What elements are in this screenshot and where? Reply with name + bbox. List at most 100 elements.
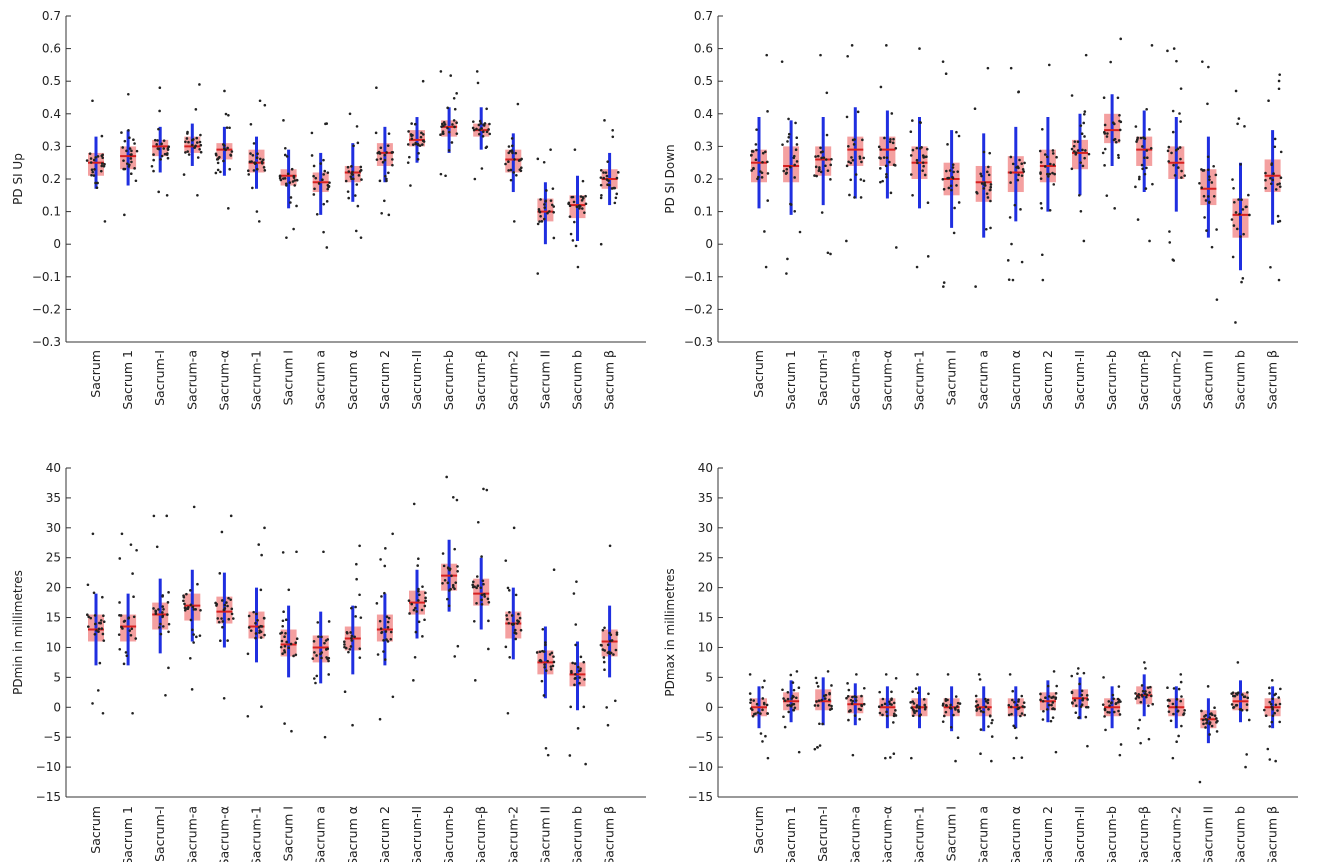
data-point	[845, 696, 848, 700]
box-group: Sacrum-II	[1070, 667, 1090, 862]
data-point	[471, 583, 474, 587]
data-point	[1202, 194, 1206, 198]
data-point	[227, 596, 230, 600]
data-point	[1074, 153, 1078, 156]
data-point	[989, 199, 992, 203]
data-point	[1054, 692, 1058, 695]
data-point	[189, 589, 192, 592]
data-point	[1077, 667, 1080, 670]
data-point	[247, 169, 250, 173]
data-point	[1268, 725, 1272, 728]
data-point	[1051, 701, 1055, 704]
data-point	[1017, 700, 1020, 703]
data-point	[1274, 759, 1277, 763]
data-point	[1112, 697, 1115, 701]
data-point	[422, 140, 426, 143]
data-point	[846, 54, 849, 58]
data-point	[1113, 207, 1116, 210]
y-tick-label: 0.7	[694, 9, 713, 23]
data-point	[862, 702, 866, 706]
data-point	[87, 615, 90, 619]
data-point	[814, 165, 818, 169]
data-point	[325, 656, 328, 659]
data-point	[410, 602, 413, 606]
data-point	[1151, 182, 1154, 186]
data-point	[187, 140, 190, 144]
data-point	[609, 633, 613, 637]
data-point	[1138, 718, 1142, 722]
data-point	[612, 653, 615, 656]
data-point	[927, 692, 930, 696]
data-point	[570, 669, 573, 673]
category-label: Sacrum-b	[441, 350, 456, 410]
data-point	[278, 175, 282, 178]
category-label: Sacrum β	[602, 806, 617, 862]
data-point	[414, 630, 418, 634]
data-point	[321, 178, 324, 182]
data-point	[122, 167, 125, 171]
data-point	[568, 215, 572, 218]
data-point	[96, 689, 100, 692]
data-point	[988, 714, 992, 717]
data-point	[816, 685, 820, 688]
data-point	[1119, 120, 1123, 124]
data-point	[1010, 712, 1013, 716]
data-point	[417, 589, 420, 593]
data-point	[941, 177, 945, 181]
data-point	[101, 711, 105, 715]
data-point	[289, 642, 293, 646]
data-point	[134, 179, 138, 183]
data-point	[1245, 703, 1249, 706]
data-point	[1168, 230, 1171, 233]
data-point	[1166, 149, 1170, 153]
data-point	[384, 174, 387, 178]
data-point	[417, 151, 420, 155]
data-point	[325, 200, 329, 203]
data-point	[1183, 174, 1186, 177]
category-label: Sacrum 2	[377, 350, 392, 410]
data-point	[957, 134, 961, 138]
data-point	[257, 543, 261, 546]
data-point	[472, 128, 476, 132]
data-point	[885, 175, 888, 179]
data-point	[155, 545, 159, 549]
data-point	[285, 640, 288, 644]
data-point	[606, 643, 610, 647]
data-point	[423, 618, 426, 622]
data-point	[223, 89, 226, 93]
data-point	[1017, 173, 1020, 177]
data-point	[281, 652, 284, 656]
data-point	[608, 544, 612, 548]
data-point	[1148, 691, 1151, 694]
data-point	[348, 112, 352, 116]
data-point	[1141, 167, 1144, 171]
data-point	[1009, 155, 1013, 159]
data-point	[167, 666, 170, 670]
data-point	[787, 132, 791, 136]
data-point	[1070, 167, 1074, 171]
data-point	[1149, 146, 1153, 150]
data-point	[96, 181, 99, 185]
data-point	[1144, 690, 1147, 693]
data-point	[1073, 699, 1077, 702]
data-point	[783, 699, 787, 702]
data-point	[1118, 713, 1122, 716]
data-point	[1051, 716, 1055, 719]
data-point	[1054, 697, 1057, 700]
data-point	[608, 631, 611, 635]
data-point	[232, 617, 235, 620]
data-point	[1216, 719, 1219, 723]
data-point	[1145, 166, 1148, 170]
data-point	[894, 146, 898, 150]
data-point	[391, 532, 394, 536]
data-point	[162, 607, 165, 611]
data-point	[1082, 112, 1086, 116]
data-point	[102, 639, 106, 642]
data-point	[355, 125, 359, 128]
data-point	[383, 153, 387, 157]
data-point	[130, 160, 133, 164]
data-point	[1171, 702, 1175, 706]
data-point	[849, 698, 853, 702]
data-point	[862, 156, 866, 160]
